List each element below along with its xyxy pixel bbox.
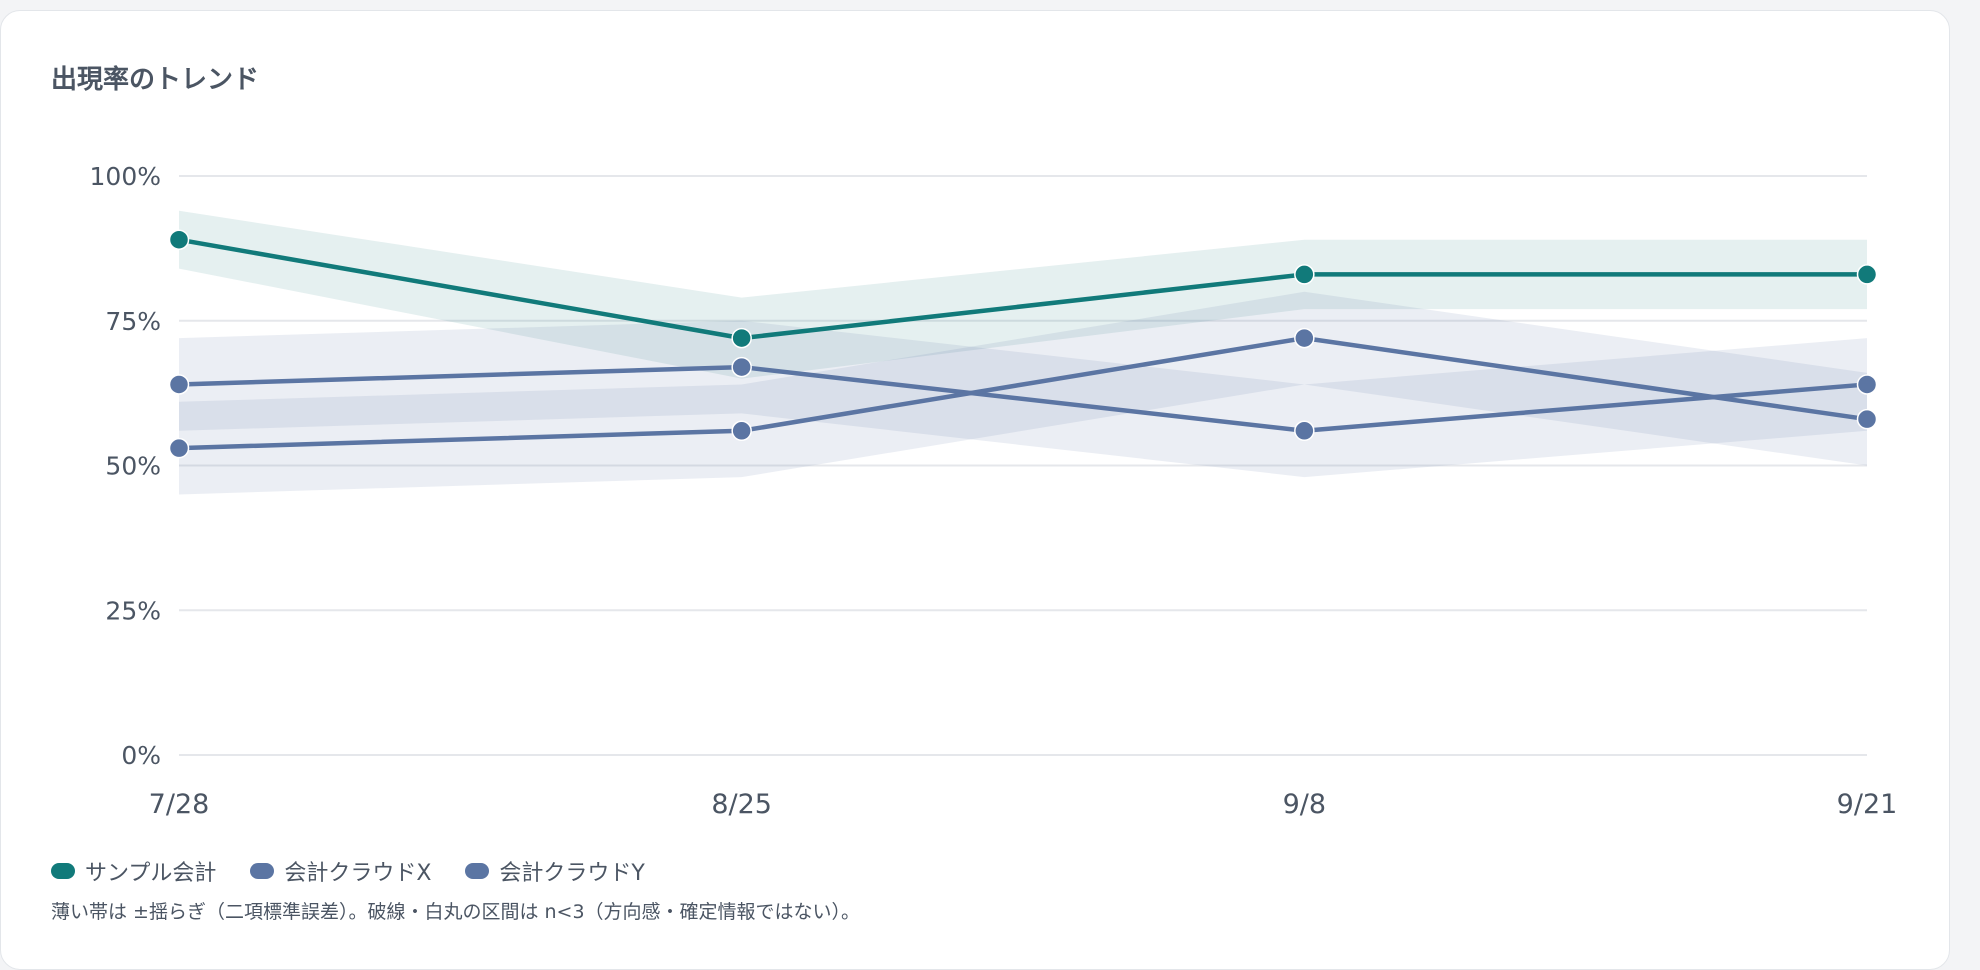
legend-swatch xyxy=(465,863,490,879)
grid-lines xyxy=(179,175,1867,756)
legend-swatch xyxy=(250,863,275,879)
y-tick-label: 100% xyxy=(90,162,161,191)
card-title: 出現率のトレンド xyxy=(51,65,260,95)
legend-item[interactable]: サンプル会計 xyxy=(51,855,216,887)
x-tick-label: 9/21 xyxy=(1837,789,1898,820)
series-line-2 xyxy=(176,364,1870,434)
error-band-3 xyxy=(179,291,1867,495)
legend-swatch xyxy=(51,863,75,879)
y-axis-ticks: 0% 25% 50% 75% 100% xyxy=(90,162,161,770)
data-point[interactable] xyxy=(1856,264,1878,285)
data-point[interactable] xyxy=(168,374,190,395)
data-point[interactable] xyxy=(1294,264,1315,285)
data-point[interactable] xyxy=(1294,327,1315,349)
data-point[interactable] xyxy=(168,437,190,459)
legend-label: 会計クラウドY xyxy=(499,861,645,886)
x-axis-ticks: 7/28 8/25 9/8 9/21 xyxy=(149,789,1898,820)
legend-item[interactable]: 会計クラウドX xyxy=(250,855,431,887)
x-tick-label: 9/8 xyxy=(1283,789,1326,820)
legend-label: 会計クラウドX xyxy=(284,861,432,886)
trend-card: 出現率のトレンド 0% 25% 50% 75% 100% 7/28 8/25 9/8 9/21… xyxy=(0,10,1950,970)
data-point[interactable] xyxy=(731,327,752,349)
x-tick-label: 7/28 xyxy=(149,789,210,820)
data-point[interactable] xyxy=(731,356,752,378)
error-bands xyxy=(179,210,1867,495)
data-point[interactable] xyxy=(1294,420,1315,442)
series-line-3 xyxy=(176,335,1870,451)
error-band-1 xyxy=(179,210,1867,379)
series-line-1 xyxy=(176,237,1870,341)
data-point[interactable] xyxy=(1856,408,1878,430)
x-tick-label: 8/25 xyxy=(711,789,772,820)
data-point[interactable] xyxy=(1856,374,1878,395)
legend: サンプル会計 会計クラウドX 会計クラウドY xyxy=(51,855,645,887)
y-tick-label: 75% xyxy=(105,307,161,336)
chart-note: 薄い帯は ±揺らぎ（二項標準誤差）。破線・白丸の区間は n<3（方向感・確定情報… xyxy=(51,901,861,923)
trend-chart: 0% 25% 50% 75% 100% 7/28 8/25 9/8 9/21 xyxy=(90,162,1898,820)
y-tick-label: 0% xyxy=(121,741,161,770)
y-tick-label: 50% xyxy=(105,452,161,481)
data-points xyxy=(168,229,1878,459)
series-lines xyxy=(176,237,1870,451)
y-tick-label: 25% xyxy=(105,596,161,625)
legend-item[interactable]: 会計クラウドY xyxy=(465,855,645,887)
data-point[interactable] xyxy=(731,420,752,442)
legend-label: サンプル会計 xyxy=(85,861,217,886)
data-point[interactable] xyxy=(168,229,190,250)
